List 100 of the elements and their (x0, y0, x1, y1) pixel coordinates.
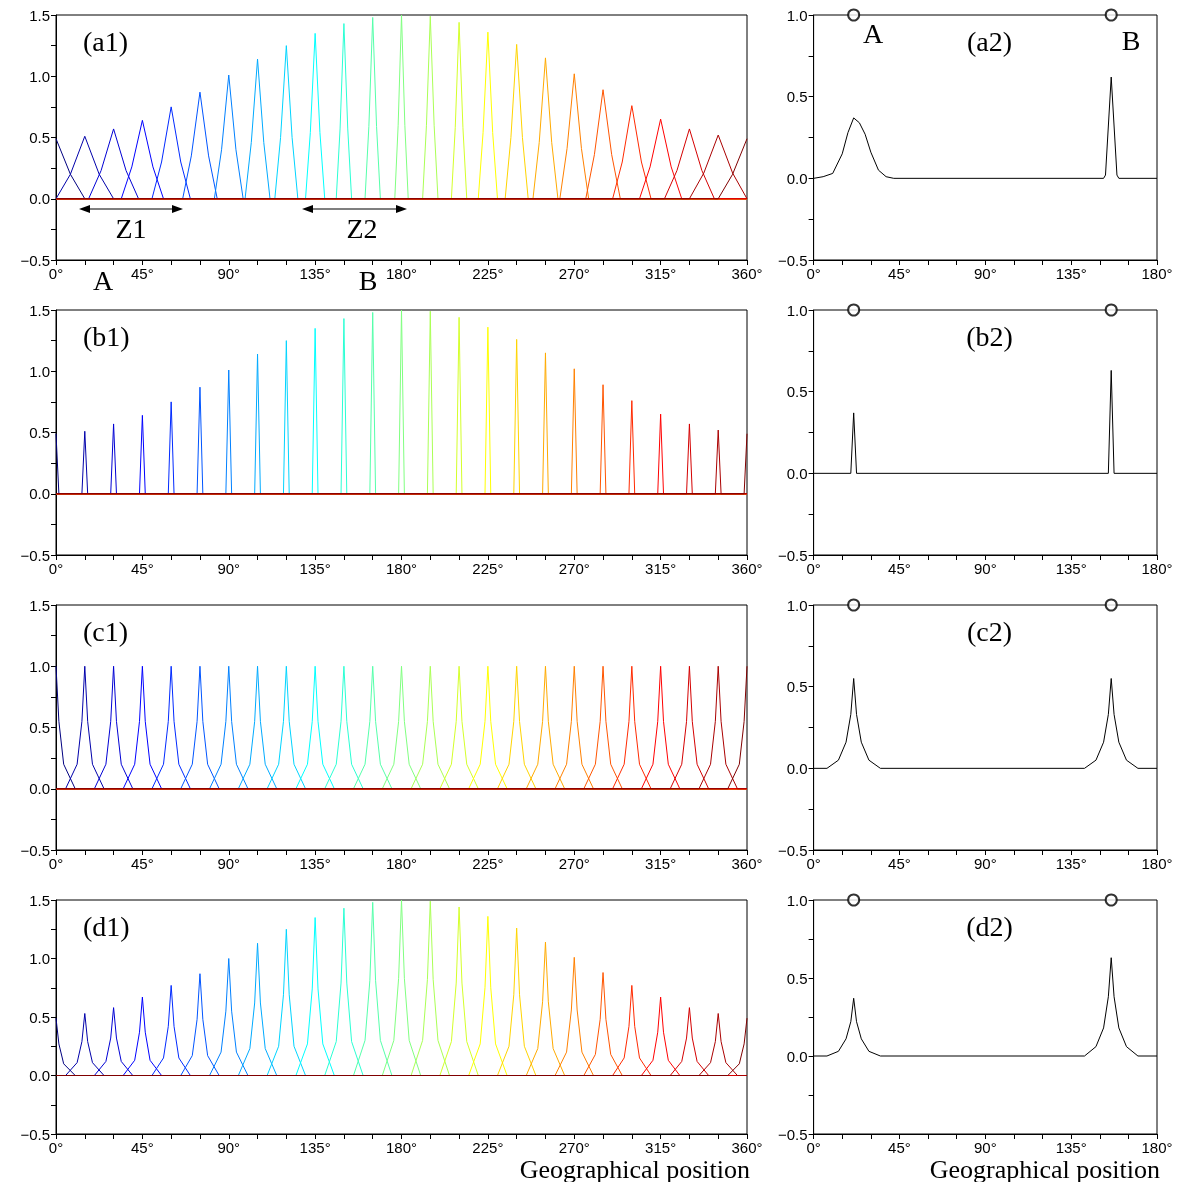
x-tick-label: 45° (131, 560, 154, 577)
x-tick-label: 360° (731, 855, 763, 872)
y-tick-label: 1.0 (29, 362, 50, 380)
y-tick-label: 1.5 (29, 6, 50, 24)
y-tick-label: 0.0 (786, 169, 808, 187)
y-tick-label: 0.0 (29, 190, 50, 208)
y-tick-label: 1.0 (786, 6, 808, 24)
y-tick-label: −0.5 (777, 251, 808, 269)
x-tick-label: 90° (973, 1139, 997, 1156)
x-tick-label: 135° (299, 855, 331, 872)
y-tick-label: 1.0 (786, 891, 808, 909)
x-tick-label: 135° (299, 1139, 331, 1156)
x-tick-label: 315° (645, 855, 677, 872)
x-tick-label: 135° (299, 265, 331, 282)
annotation: Z1 (115, 212, 147, 244)
x-tick-label: 135° (1055, 855, 1087, 872)
y-tick-label: 0.0 (786, 1047, 808, 1065)
x-tick-label: 45° (131, 855, 154, 872)
x-tick-label: 180° (1141, 1139, 1173, 1156)
y-tick-label: 1.0 (786, 596, 808, 614)
annotation: B (1121, 24, 1141, 56)
y-tick-label: −0.5 (777, 546, 808, 564)
x-tick-label: 90° (973, 265, 997, 282)
x-tick-label: 360° (731, 1139, 763, 1156)
x-tick-label: 90° (217, 1139, 241, 1156)
x-tick-label: 45° (888, 1139, 911, 1156)
x-tick-label: 135° (1055, 1139, 1087, 1156)
chart-title: (d1) (83, 910, 130, 942)
y-tick-label: −0.5 (20, 251, 50, 269)
x-tick-label: 0° (48, 560, 64, 577)
chart-title: (a2) (966, 25, 1013, 57)
x-tick-label: 45° (888, 265, 911, 282)
x-tick-label: 270° (558, 1139, 590, 1156)
y-tick-label: 0.5 (786, 969, 808, 987)
chart-title: (b2) (966, 320, 1013, 352)
chart-title: (c2) (966, 615, 1013, 647)
y-tick-label: 0.0 (786, 759, 808, 777)
y-tick-label: 1.5 (29, 891, 50, 909)
y-tick-label: 1.5 (29, 301, 50, 319)
y-tick-label: −0.5 (20, 841, 50, 859)
annotation: A (862, 17, 884, 49)
y-tick-label: 0.0 (786, 464, 808, 482)
y-tick-label: 1.0 (786, 301, 808, 319)
chart-title: (d2) (966, 910, 1013, 942)
x-tick-label: 90° (217, 265, 241, 282)
x-tick-label: 180° (1141, 560, 1173, 577)
chart-title: (b1) (83, 320, 130, 352)
x-tick-label: 135° (1055, 560, 1087, 577)
x-tick-label: 0° (48, 1139, 64, 1156)
x-tick-label: 180° (385, 265, 418, 282)
y-tick-label: 0.5 (786, 383, 808, 401)
x-tick-label: 0° (806, 265, 821, 282)
x-tick-label: 270° (558, 560, 590, 577)
text: A (92, 264, 114, 296)
y-tick-label: −0.5 (20, 546, 50, 564)
x-tick-label: 90° (973, 560, 997, 577)
x-tick-label: 90° (973, 855, 997, 872)
y-tick-label: 0.5 (786, 678, 808, 696)
x-tick-label: 0° (48, 265, 64, 282)
x-tick-label: 360° (731, 560, 763, 577)
y-tick-label: 1.5 (29, 596, 50, 614)
x-tick-label: 180° (385, 1139, 418, 1156)
x-tick-label: 180° (1141, 855, 1173, 872)
text: B (358, 264, 378, 296)
x-tick-label: 45° (131, 1139, 154, 1156)
x-tick-label: 180° (385, 560, 418, 577)
x-tick-label: 315° (645, 560, 677, 577)
y-tick-label: 1.0 (29, 67, 50, 85)
x-tick-label: 0° (806, 560, 821, 577)
x-tick-label: 180° (385, 855, 418, 872)
x-tick-label: 270° (558, 855, 590, 872)
x-tick-label: 180° (1141, 265, 1173, 282)
y-tick-label: 0.5 (29, 129, 50, 146)
y-tick-label: 0.5 (29, 1008, 50, 1026)
x-tick-label: 0° (806, 855, 821, 872)
y-tick-label: 0.5 (786, 88, 808, 106)
x-tick-label: 225° (472, 1139, 504, 1156)
x-tick-label: 270° (558, 265, 590, 282)
y-tick-label: 0.0 (29, 1067, 50, 1084)
y-tick-label: −0.5 (20, 1125, 50, 1143)
x-tick-label: 90° (217, 560, 241, 577)
y-tick-label: 0.5 (29, 719, 50, 736)
x-tick-label: 45° (888, 855, 911, 872)
x-tick-label: 45° (131, 265, 154, 282)
x-tick-label: 315° (645, 265, 677, 282)
x-tick-label: 225° (472, 265, 504, 282)
x-tick-label: 225° (472, 855, 504, 872)
x-tick-label: 225° (472, 560, 504, 577)
y-tick-label: 1.0 (29, 657, 50, 675)
x-tick-label: 0° (806, 1139, 821, 1156)
y-tick-label: 0.0 (29, 485, 50, 503)
chart-title: (a1) (83, 25, 129, 57)
y-tick-label: −0.5 (777, 1125, 808, 1143)
x-tick-label: 360° (731, 265, 763, 282)
x-tick-label: 135° (1055, 265, 1087, 282)
annotation: Z2 (346, 212, 378, 244)
x-tick-label: 0° (48, 855, 64, 872)
x-tick-label: 135° (299, 560, 331, 577)
y-tick-label: 0.5 (29, 424, 50, 441)
y-tick-label: −0.5 (777, 841, 808, 859)
